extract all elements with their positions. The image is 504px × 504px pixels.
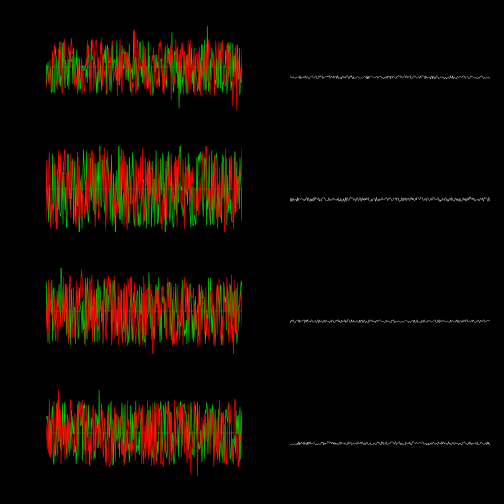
series-red bbox=[46, 30, 242, 110]
trace-svg-left-row3 bbox=[46, 268, 242, 354]
panel-left-row3 bbox=[46, 268, 242, 354]
trace-svg-right-row4 bbox=[290, 390, 490, 476]
series-flat bbox=[290, 442, 490, 445]
panel-right-row1 bbox=[290, 24, 490, 110]
trace-svg-left-row2 bbox=[46, 146, 242, 232]
trace-svg-right-row1 bbox=[290, 24, 490, 110]
trace-svg-left-row4 bbox=[46, 390, 242, 476]
series-flat bbox=[290, 197, 490, 201]
series-flat bbox=[290, 76, 490, 79]
panel-left-row2 bbox=[46, 146, 242, 232]
panel-left-row1 bbox=[46, 24, 242, 110]
panel-right-row4 bbox=[290, 390, 490, 476]
panel-left-row4 bbox=[46, 390, 242, 476]
series-flat bbox=[290, 320, 490, 323]
panel-right-row3 bbox=[290, 268, 490, 354]
trace-svg-left-row1 bbox=[46, 24, 242, 110]
trace-svg-right-row2 bbox=[290, 146, 490, 232]
figure-grid bbox=[0, 0, 504, 504]
trace-svg-right-row3 bbox=[290, 268, 490, 354]
panel-right-row2 bbox=[290, 146, 490, 232]
